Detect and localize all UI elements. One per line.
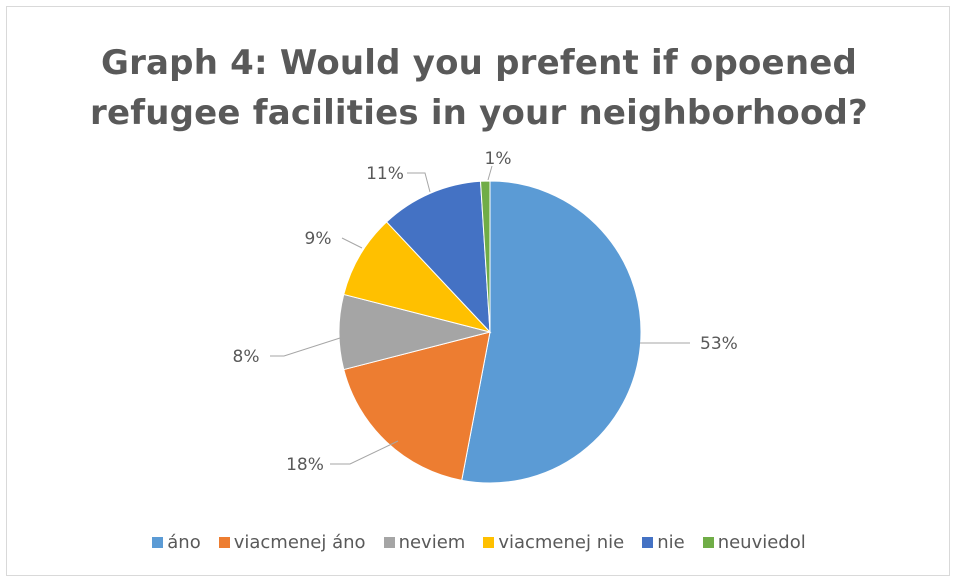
leader-line — [330, 440, 399, 465]
legend-swatch — [642, 537, 654, 548]
legend-label: nie — [657, 532, 685, 553]
pie-slice-nie — [385, 180, 491, 334]
legend-item: nie — [642, 532, 685, 553]
legend-label: viacmenej nie — [498, 532, 625, 553]
legend-label: viacmenej áno — [233, 532, 366, 553]
legend-item: áno — [152, 532, 201, 553]
legend-swatch — [483, 537, 495, 548]
chart-title-line-1: Graph 4: Would you prefent if opoened — [100, 43, 858, 83]
legend-label: neviem — [398, 532, 466, 553]
pie-slice-viacmenej-nie — [343, 221, 492, 333]
leader-line — [487, 165, 493, 181]
legend-item: viacmenej áno — [218, 532, 366, 553]
pie-slice-viacmenej-áno — [343, 331, 491, 481]
leader-line — [407, 172, 431, 193]
legend-swatch — [702, 537, 714, 548]
legend-swatch — [218, 537, 230, 548]
data-label: 53% — [700, 334, 738, 354]
legend-item: neuviedol — [702, 532, 806, 553]
chart-title-line-2: refugee facilities in your neighborhood? — [90, 93, 868, 133]
legend-swatch — [383, 537, 395, 548]
leader-line — [341, 237, 363, 249]
data-label: 8% — [233, 347, 260, 367]
legend-item: neviem — [383, 532, 466, 553]
legend-label: áno — [167, 532, 201, 553]
legend-item: viacmenej nie — [483, 532, 624, 553]
data-label: 18% — [286, 455, 324, 475]
pie-slice-neuviedol — [479, 180, 491, 333]
leader-line — [270, 337, 341, 357]
data-label: 11% — [366, 164, 404, 184]
data-label: 9% — [305, 229, 332, 249]
chart-title: Graph 4: Would you prefent if opoened re… — [0, 38, 958, 138]
pie-slice-áno — [461, 180, 642, 484]
chart-legend: áno viacmenej áno neviem viacmenej nie nie ne… — [0, 532, 958, 553]
legend-swatch — [152, 537, 164, 548]
data-label: 1% — [485, 149, 512, 169]
legend-label: neuviedol — [717, 532, 806, 553]
